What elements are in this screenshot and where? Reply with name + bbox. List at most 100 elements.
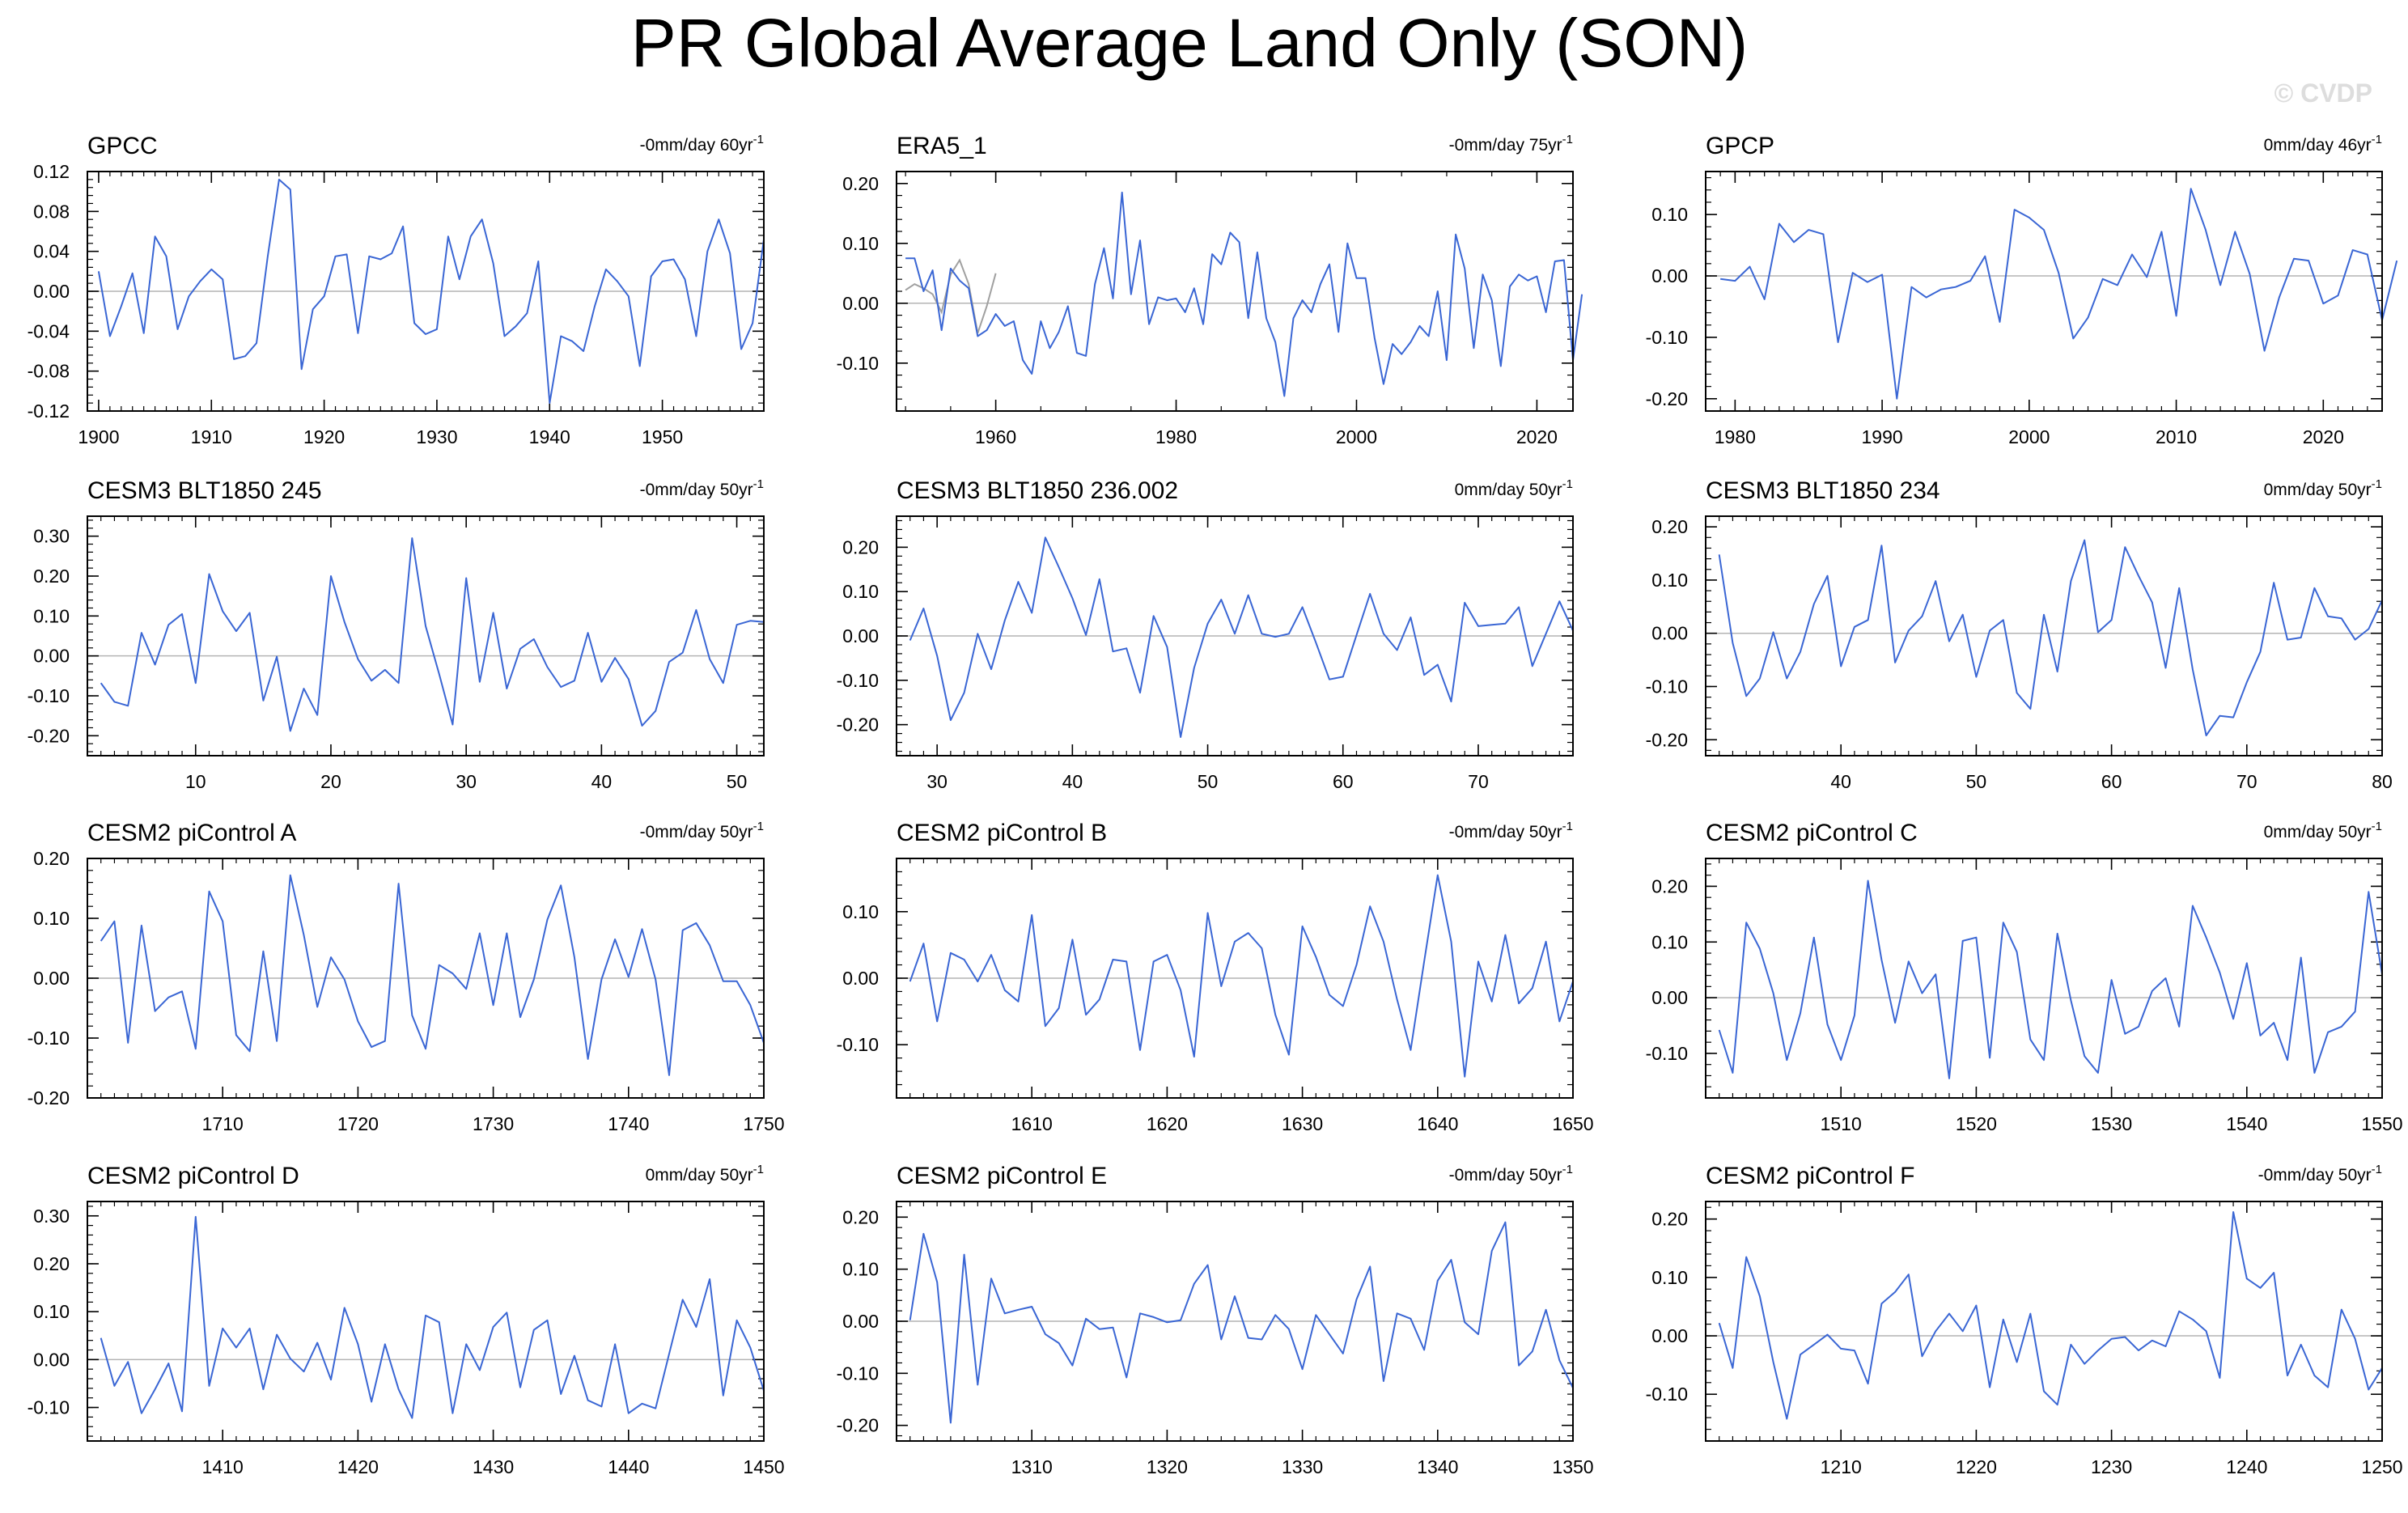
series-line <box>100 537 765 732</box>
trend-label-superscript: -1 <box>753 820 764 833</box>
trend-label-text: -0mm/day 75yr <box>1449 136 1562 155</box>
x-tick-label: 1920 <box>303 426 345 447</box>
x-tick-label: 10 <box>185 771 206 792</box>
x-tick-label: 2020 <box>1516 426 1558 447</box>
y-tick-label: 0.00 <box>842 293 879 314</box>
trend-label: -0mm/day 50yr-1 <box>640 477 764 499</box>
trend-label-superscript: -1 <box>753 477 764 491</box>
series-line <box>1718 1211 2383 1420</box>
panel-8: CESM2 piControl B -0mm/day 50yr-1 1610 1620… <box>837 820 1594 1134</box>
trend-label: -0mm/day 50yr-1 <box>1449 820 1573 841</box>
trend-label: -0mm/day 50yr-1 <box>2258 1163 2382 1185</box>
x-tick-label: 1520 <box>1956 1113 1997 1134</box>
y-tick-label: -0.04 <box>28 320 70 341</box>
x-tick-label: 50 <box>727 771 748 792</box>
panel-1: GPCC -0mm/day 60yr-1 1900 1910 1920 1930 1940 1… <box>28 133 765 447</box>
x-tick-label: 1640 <box>1417 1113 1458 1134</box>
trend-label-superscript: -1 <box>2372 1163 2382 1176</box>
x-tick-label: 1750 <box>743 1113 784 1134</box>
trend-label-text: -0mm/day 50yr <box>1449 823 1562 841</box>
plot-frame <box>896 858 1574 1099</box>
trend-label-superscript: -1 <box>2372 133 2382 146</box>
series-line <box>97 178 765 405</box>
y-tick-label: -0.20 <box>837 1415 879 1436</box>
y-tick-label: 0.00 <box>1651 623 1688 644</box>
panel-10: CESM2 piControl D 0mm/day 50yr-1 1410 1420 1… <box>28 1163 785 1477</box>
x-tick-label: 1960 <box>975 426 1016 447</box>
y-tick-label: -0.10 <box>837 353 879 374</box>
x-tick-label: 1900 <box>78 426 119 447</box>
y-tick-label: -0.12 <box>28 400 70 422</box>
y-tick-label: 0.10 <box>842 233 879 254</box>
panel-title: CESM2 piControl D <box>87 1163 299 1189</box>
y-tick-label: -0.10 <box>837 1034 879 1055</box>
y-tick-label: -0.10 <box>1646 1384 1688 1405</box>
y-tick-label: 0.20 <box>1651 1209 1688 1230</box>
trend-label-text: 0mm/day 50yr <box>2264 481 2372 499</box>
y-tick-label: 0.10 <box>1651 570 1688 591</box>
plot-frame <box>87 171 765 412</box>
x-tick-label: 20 <box>320 771 341 792</box>
panel-5: CESM3 BLT1850 236.002 0mm/day 50yr-1 30 40 5… <box>837 477 1574 792</box>
y-tick-label: 0.10 <box>842 581 879 602</box>
trend-label-superscript: -1 <box>2372 820 2382 833</box>
plot-frame <box>896 515 1574 756</box>
x-tick-label: 50 <box>1198 771 1219 792</box>
y-tick-label: 0.20 <box>33 566 70 587</box>
y-tick-label: 0.10 <box>33 605 70 626</box>
trend-label: -0mm/day 75yr-1 <box>1449 133 1573 155</box>
x-tick-label: 1720 <box>337 1113 379 1134</box>
panel-title: CESM2 piControl C <box>1706 820 1918 846</box>
trend-label: -0mm/day 60yr-1 <box>640 133 764 155</box>
y-tick-label: 0.00 <box>33 968 70 989</box>
y-tick-label: 0.10 <box>1651 204 1688 225</box>
trend-label-text: -0mm/day 50yr <box>2258 1166 2372 1185</box>
trend-label-text: 0mm/day 46yr <box>2264 136 2372 155</box>
trend-label-superscript: -1 <box>1562 477 1573 491</box>
y-tick-label: 0.30 <box>33 1206 70 1227</box>
y-tick-label: 0.10 <box>33 908 70 929</box>
y-tick-label: 0.20 <box>1651 875 1688 896</box>
x-tick-label: 1630 <box>1282 1113 1323 1134</box>
trend-label-superscript: -1 <box>1562 820 1573 833</box>
x-tick-label: 1240 <box>2226 1456 2267 1477</box>
y-tick-label: 0.30 <box>33 526 70 547</box>
trend-label-text: -0mm/day 50yr <box>640 481 753 499</box>
trend-label: -0mm/day 50yr-1 <box>1449 1163 1573 1185</box>
y-tick-label: -0.20 <box>28 725 70 746</box>
x-tick-label: 80 <box>2372 771 2393 792</box>
x-tick-label: 60 <box>2101 771 2122 792</box>
x-tick-label: 1320 <box>1147 1456 1188 1477</box>
trend-label-text: 0mm/day 50yr <box>2264 823 2372 841</box>
series-line <box>1720 188 2398 400</box>
figure-title: PR Global Average Land Only (SON) <box>631 5 1748 81</box>
x-tick-label: 1510 <box>1821 1113 1862 1134</box>
panel-title: CESM2 piControl E <box>897 1163 1107 1189</box>
series-line <box>100 874 765 1076</box>
trend-label-text: 0mm/day 50yr <box>1455 481 1562 499</box>
y-tick-label: 0.10 <box>842 901 879 922</box>
x-tick-label: 1990 <box>1862 426 1903 447</box>
y-tick-label: -0.20 <box>28 1087 70 1108</box>
panel-9: CESM2 piControl C 0mm/day 50yr-1 1510 1520 1… <box>1646 820 2403 1134</box>
panel-title: CESM2 piControl B <box>897 820 1107 846</box>
trend-label: 0mm/day 50yr-1 <box>2264 477 2382 499</box>
x-tick-label: 1610 <box>1011 1113 1053 1134</box>
plot-frame <box>1705 171 2383 412</box>
panel-title: CESM3 BLT1850 245 <box>87 477 322 504</box>
x-tick-label: 1980 <box>1715 426 1756 447</box>
trend-label: 0mm/day 50yr-1 <box>1455 477 1573 499</box>
x-tick-label: 1210 <box>1821 1456 1862 1477</box>
x-tick-label: 2010 <box>2156 426 2197 447</box>
y-tick-label: 0.10 <box>842 1259 879 1280</box>
series-line <box>905 191 1583 397</box>
y-tick-label: -0.20 <box>837 714 879 735</box>
panel-6: CESM3 BLT1850 234 0mm/day 50yr-1 40 50 60 70 8… <box>1646 477 2393 792</box>
x-tick-label: 1940 <box>529 426 570 447</box>
series-line <box>909 874 1574 1078</box>
y-tick-label: 0.20 <box>33 848 70 869</box>
trend-label: 0mm/day 46yr-1 <box>2264 133 2382 155</box>
series-line <box>100 1215 765 1419</box>
y-tick-label: -0.10 <box>1646 327 1688 348</box>
